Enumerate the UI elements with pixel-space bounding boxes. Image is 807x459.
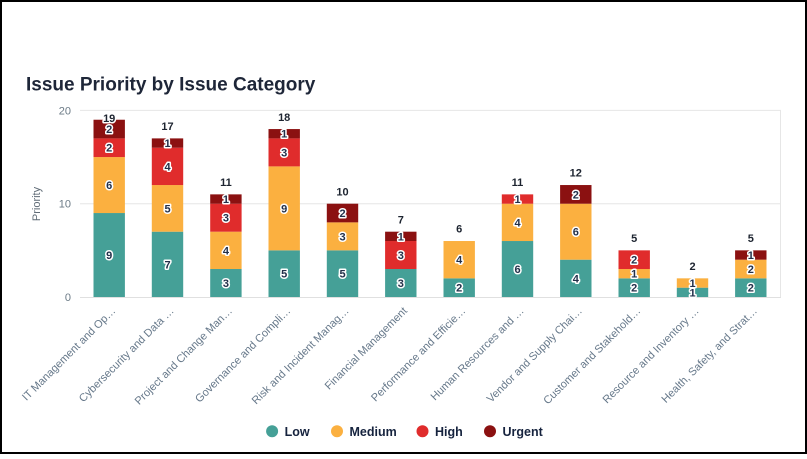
svg-text:2: 2 [106, 143, 112, 155]
svg-text:18: 18 [278, 112, 290, 124]
svg-text:1: 1 [689, 287, 695, 299]
svg-text:2: 2 [106, 124, 112, 136]
svg-text:17: 17 [161, 121, 173, 133]
svg-text:5: 5 [748, 233, 754, 245]
svg-text:Low: Low [285, 425, 310, 439]
svg-text:3: 3 [398, 250, 404, 262]
svg-text:Urgent: Urgent [503, 425, 544, 439]
svg-text:2: 2 [748, 283, 754, 295]
svg-text:3: 3 [398, 278, 404, 290]
svg-text:3: 3 [281, 147, 287, 159]
svg-text:1: 1 [398, 231, 404, 243]
svg-text:10: 10 [59, 199, 71, 211]
svg-text:5: 5 [631, 233, 637, 245]
svg-text:1: 1 [223, 194, 229, 206]
svg-text:1: 1 [164, 138, 170, 150]
svg-text:5: 5 [281, 269, 287, 281]
svg-text:3: 3 [223, 213, 229, 225]
svg-text:Issue Priority by Issue Catego: Issue Priority by Issue Category [26, 74, 316, 95]
svg-text:2: 2 [631, 283, 637, 295]
svg-text:0: 0 [65, 292, 71, 304]
svg-text:High: High [435, 425, 463, 439]
svg-text:9: 9 [281, 203, 287, 215]
svg-text:3: 3 [339, 231, 345, 243]
svg-text:6: 6 [456, 224, 462, 236]
svg-text:6: 6 [573, 227, 579, 239]
svg-text:2: 2 [456, 283, 462, 295]
svg-text:4: 4 [164, 161, 171, 173]
svg-text:19: 19 [103, 113, 115, 125]
svg-text:12: 12 [570, 168, 582, 180]
svg-text:5: 5 [339, 269, 345, 281]
svg-text:1: 1 [631, 269, 637, 281]
svg-text:2: 2 [748, 264, 754, 276]
svg-text:1: 1 [689, 278, 695, 290]
svg-text:Priority: Priority [31, 186, 43, 221]
svg-text:3: 3 [223, 278, 229, 290]
svg-text:9: 9 [106, 250, 112, 262]
svg-text:1: 1 [514, 194, 520, 206]
svg-text:5: 5 [164, 203, 170, 215]
svg-text:20: 20 [59, 105, 71, 117]
svg-text:2: 2 [689, 261, 695, 273]
svg-text:11: 11 [220, 177, 232, 189]
svg-text:Medium: Medium [350, 425, 397, 439]
svg-text:4: 4 [573, 273, 580, 285]
svg-text:2: 2 [339, 208, 345, 220]
svg-text:7: 7 [398, 214, 404, 226]
svg-text:6: 6 [514, 264, 520, 276]
svg-text:1: 1 [748, 250, 754, 262]
svg-text:1: 1 [281, 129, 287, 141]
svg-text:6: 6 [106, 180, 112, 192]
svg-text:4: 4 [456, 255, 463, 267]
svg-text:2: 2 [573, 189, 579, 201]
svg-text:7: 7 [164, 259, 170, 271]
svg-text:2: 2 [631, 255, 637, 267]
svg-text:4: 4 [223, 245, 230, 257]
svg-text:10: 10 [336, 186, 348, 198]
svg-text:11: 11 [512, 177, 524, 189]
svg-text:4: 4 [514, 217, 521, 229]
